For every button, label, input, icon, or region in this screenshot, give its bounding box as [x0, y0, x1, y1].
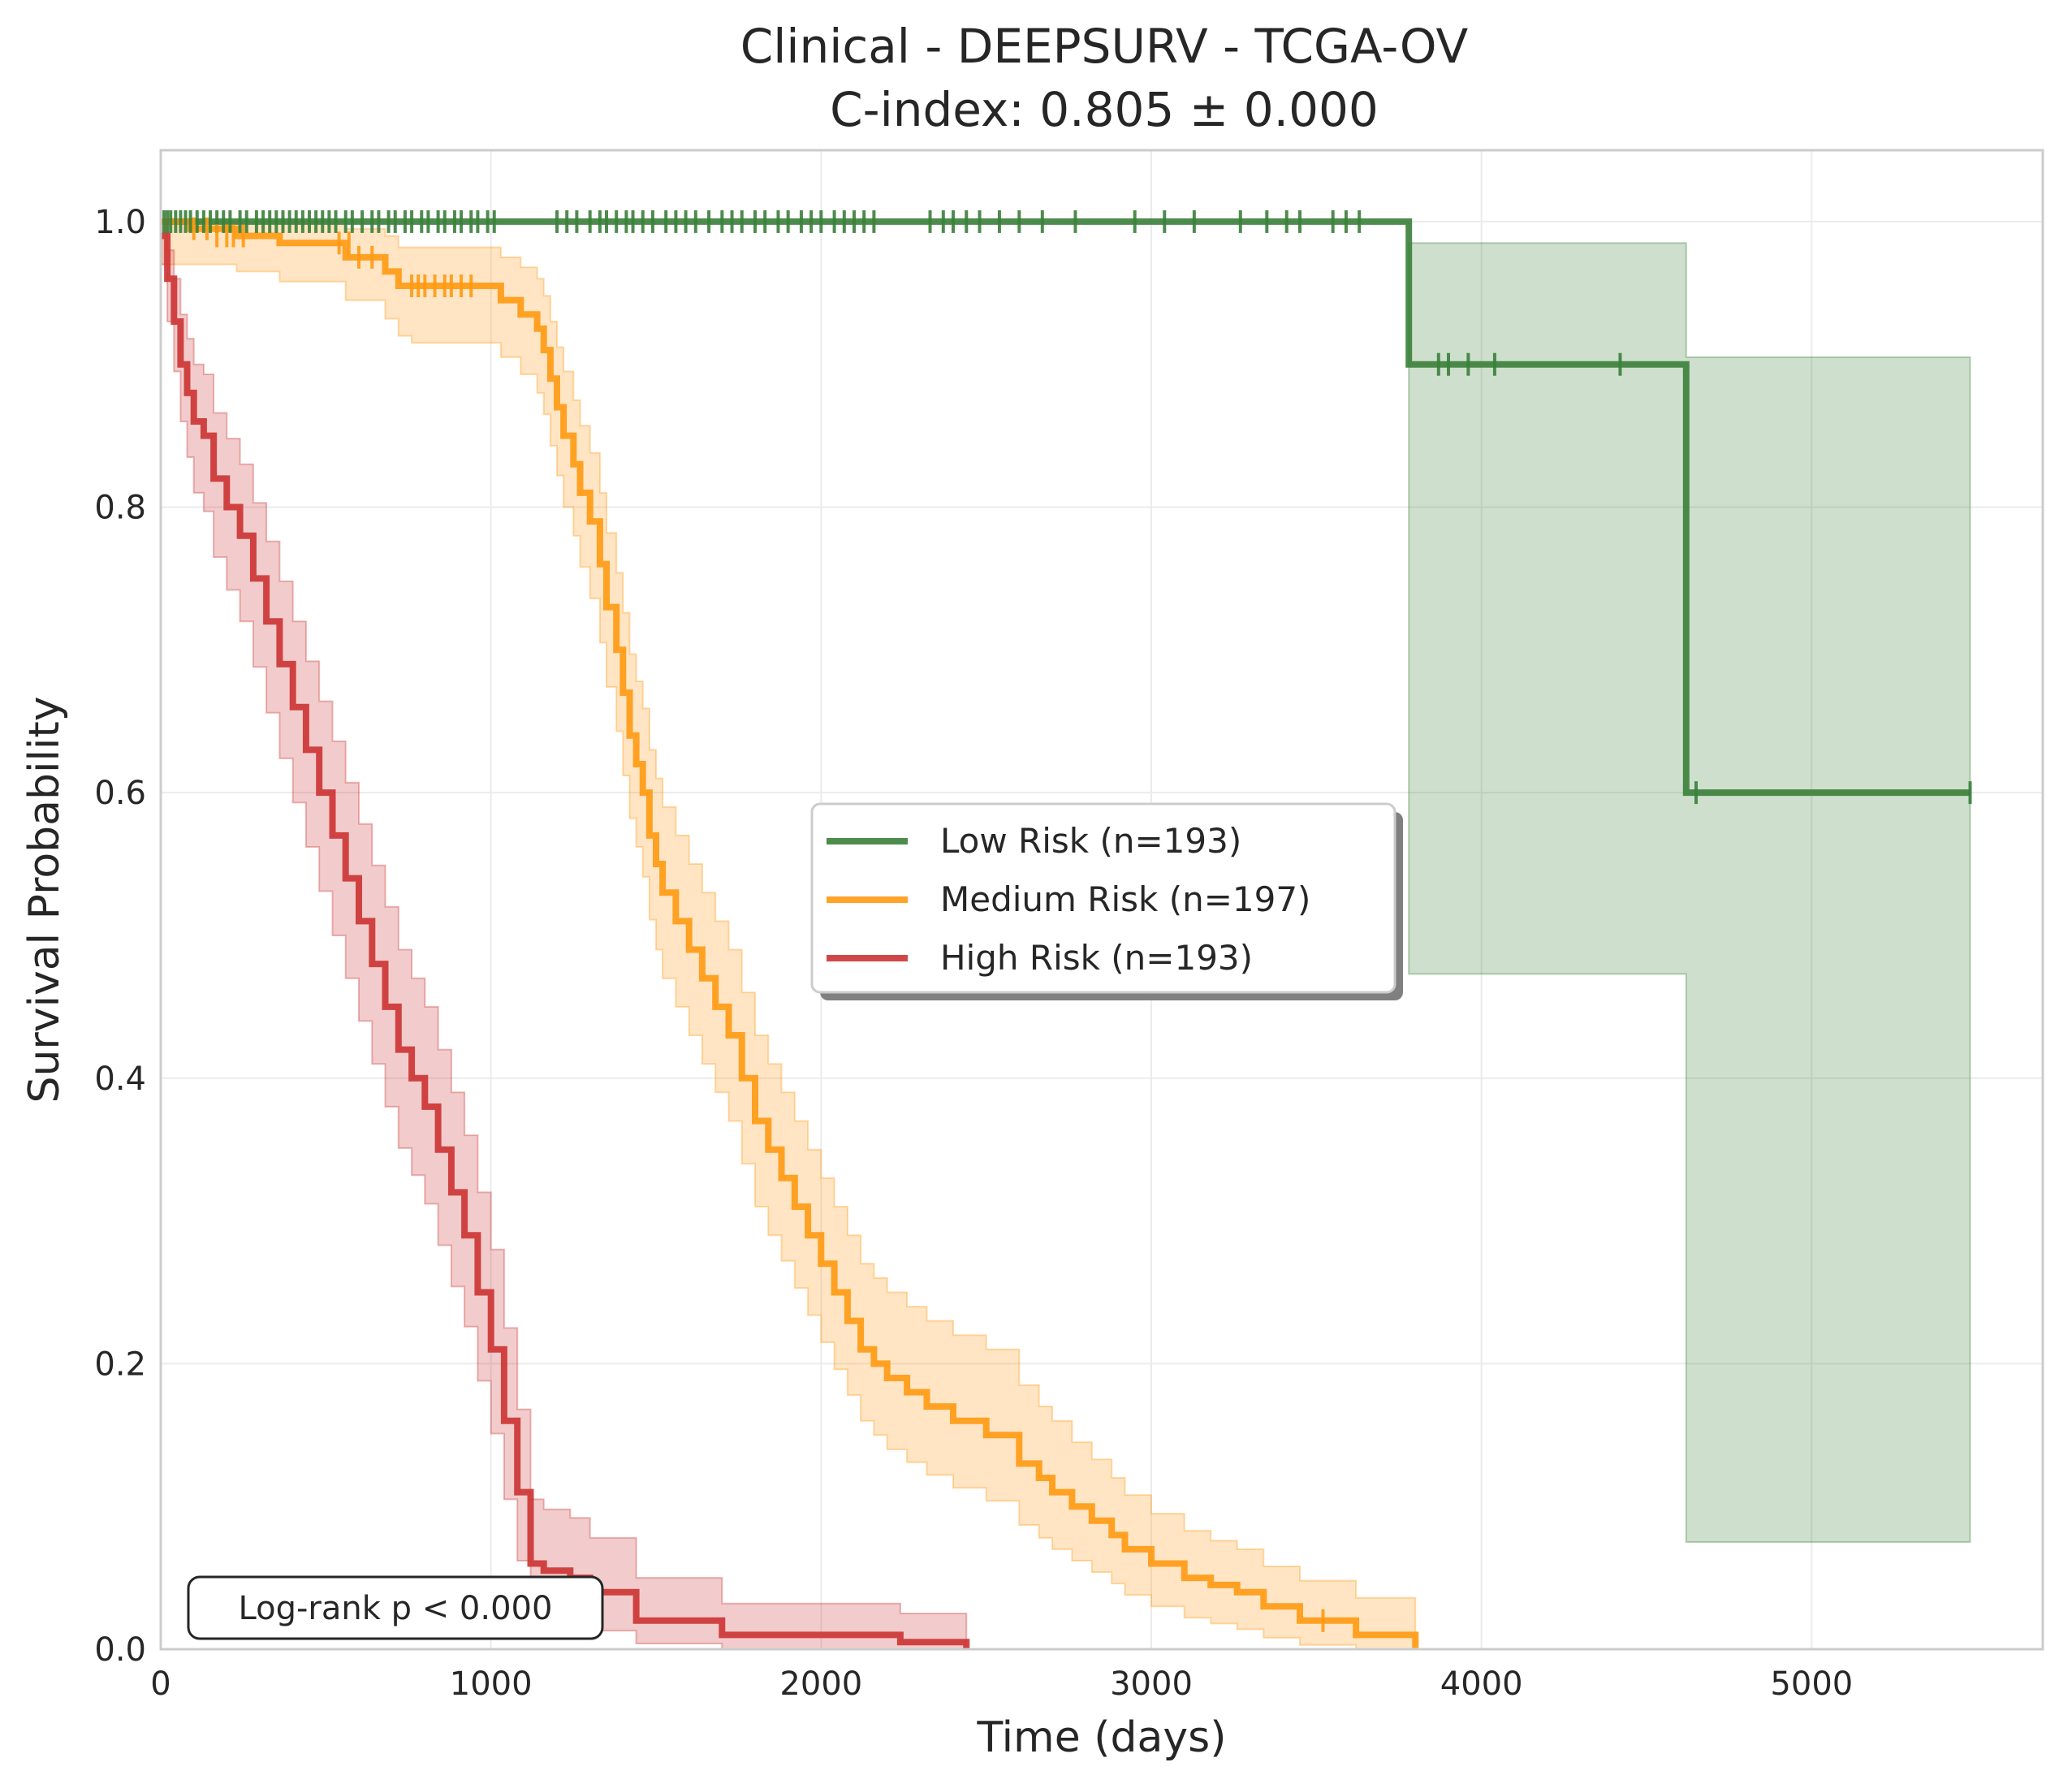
x-tick-label: 5000	[1770, 1665, 1853, 1703]
x-tick-label: 3000	[1110, 1665, 1193, 1703]
confidence-bands	[160, 220, 1971, 1650]
legend-items: Low Risk (n=193) Medium Risk (n=197) High …	[827, 821, 1310, 978]
x-tick-label: 2000	[779, 1665, 862, 1703]
ci-band-series-0	[1408, 242, 1971, 1544]
survival-line-series-2	[161, 232, 970, 1649]
x-tick-label: 0	[150, 1665, 171, 1703]
annotation-text: Log-rank p < 0.000	[239, 1590, 553, 1627]
chart-subtitle: C-index: 0.805 ± 0.000	[830, 82, 1379, 137]
legend-label: Medium Risk (n=197)	[940, 879, 1310, 919]
survival-line-series-1	[161, 218, 1419, 1649]
ci-band-series-1	[160, 220, 1417, 1650]
survival-curves	[161, 218, 1971, 1649]
annotation-box	[187, 1575, 604, 1640]
y-axis-label: Survival Probability	[20, 696, 69, 1103]
censor-marks	[162, 210, 1972, 1632]
x-tick-label: 4000	[1440, 1665, 1523, 1703]
legend-label: Low Risk (n=193)	[940, 821, 1241, 861]
y-tick-label: 0.4	[94, 1060, 146, 1098]
y-tick-label: 0.8	[94, 490, 146, 527]
y-axis-ticks: 0.0 0.2 0.4 0.6 0.8 1.0	[94, 204, 146, 1669]
survival-line-series-0	[161, 218, 1971, 797]
x-axis-ticks: 0 1000 2000 3000 4000 5000	[150, 1665, 1853, 1703]
legend: Low Risk (n=193) Medium Risk (n=197) High …	[810, 802, 1403, 1000]
y-tick-label: 0.0	[94, 1631, 146, 1669]
ci-band-series-2	[160, 220, 968, 1650]
y-tick-label: 0.6	[94, 775, 146, 812]
y-tick-label: 0.2	[94, 1346, 146, 1383]
legend-box	[810, 802, 1396, 994]
plot-frame	[159, 149, 2044, 1651]
legend-label: High Risk (n=193)	[940, 938, 1253, 978]
chart-title: Clinical - DEEPSURV - TCGA-OV	[740, 19, 1469, 74]
x-axis-label: Time (days)	[976, 1713, 1226, 1762]
logrank-annotation: Log-rank p < 0.000	[187, 1575, 604, 1640]
x-tick-label: 1000	[450, 1665, 533, 1703]
y-tick-label: 1.0	[94, 204, 146, 241]
